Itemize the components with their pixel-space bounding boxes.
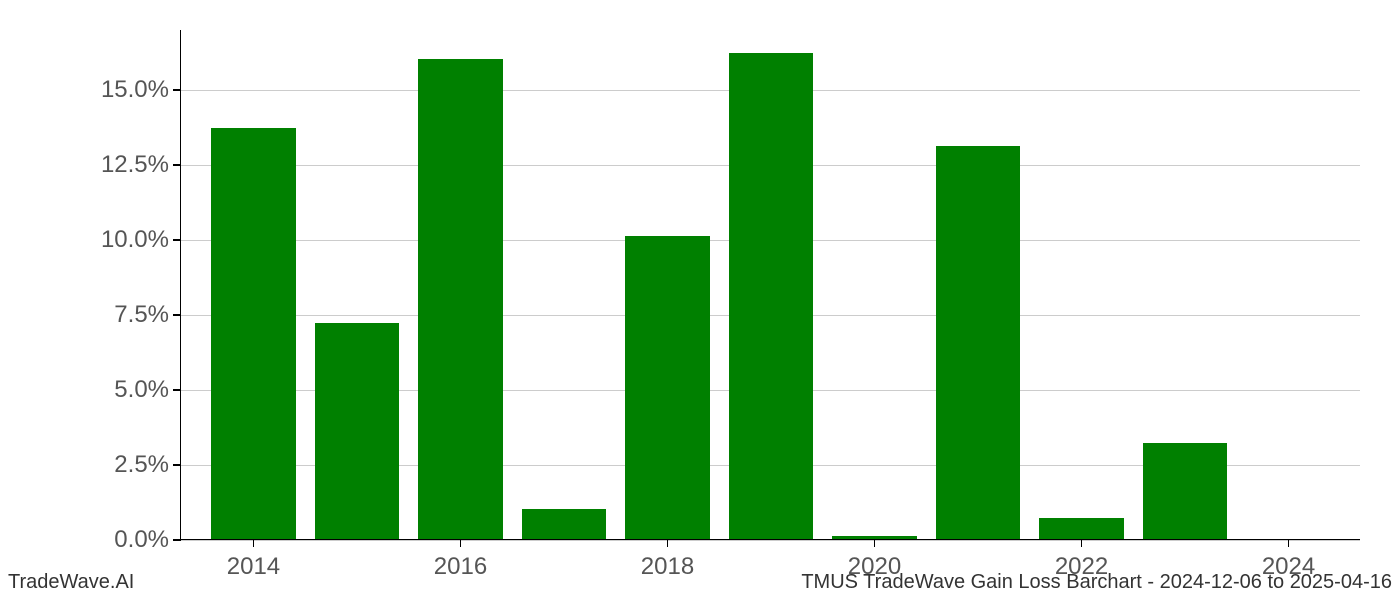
gridline: [181, 540, 1360, 541]
y-tick-mark: [173, 314, 181, 316]
footer-caption: TMUS TradeWave Gain Loss Barchart - 2024…: [801, 571, 1392, 594]
bar: [936, 146, 1021, 539]
y-tick-mark: [173, 239, 181, 241]
y-tick-mark: [173, 464, 181, 466]
bar: [211, 128, 296, 539]
bar: [625, 236, 710, 539]
bar: [1039, 518, 1124, 539]
bar: [315, 323, 400, 539]
x-tick-mark: [667, 539, 669, 547]
bar: [729, 53, 814, 539]
bar: [418, 59, 503, 539]
bar: [522, 509, 607, 539]
x-tick-mark: [874, 539, 876, 547]
y-tick-label: 0.0%: [114, 526, 169, 554]
x-tick-mark: [460, 539, 462, 547]
x-tick-label: 2016: [434, 553, 487, 581]
bar-chart: 0.0%2.5%5.0%7.5%10.0%12.5%15.0%201420162…: [180, 30, 1360, 540]
footer-brand: TradeWave.AI: [8, 571, 134, 594]
x-tick-label: 2018: [641, 553, 694, 581]
x-tick-mark: [1081, 539, 1083, 547]
y-tick-label: 2.5%: [114, 451, 169, 479]
y-tick-mark: [173, 89, 181, 91]
y-tick-mark: [173, 389, 181, 391]
y-tick-label: 7.5%: [114, 301, 169, 329]
y-tick-label: 5.0%: [114, 376, 169, 404]
bar: [1143, 443, 1228, 539]
y-tick-mark: [173, 539, 181, 541]
x-tick-mark: [253, 539, 255, 547]
y-tick-label: 15.0%: [101, 76, 169, 104]
plot-area: 0.0%2.5%5.0%7.5%10.0%12.5%15.0%201420162…: [180, 30, 1360, 540]
y-tick-label: 12.5%: [101, 151, 169, 179]
y-tick-mark: [173, 164, 181, 166]
x-tick-mark: [1288, 539, 1290, 547]
y-tick-label: 10.0%: [101, 226, 169, 254]
x-tick-label: 2014: [227, 553, 280, 581]
bar: [832, 536, 917, 539]
